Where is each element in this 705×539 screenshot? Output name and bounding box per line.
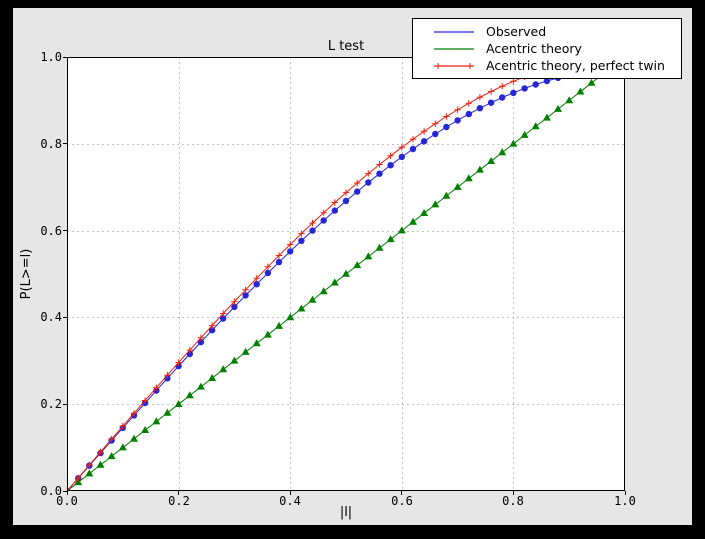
circle-marker xyxy=(264,269,272,277)
chart-title: L test xyxy=(327,39,365,54)
legend-entry-acentric-theory-perfect-twin: Acentric theory, perfect twin xyxy=(413,57,681,74)
circle-marker xyxy=(543,77,551,85)
x-tick-label: 0.0 xyxy=(56,494,78,508)
circle-marker xyxy=(320,217,327,224)
y-tick-label: 0.8 xyxy=(40,137,62,151)
legend-box: Observed Acentric theory Acentric theory, … xyxy=(412,18,682,79)
circle-marker xyxy=(532,81,539,88)
y-tick-mark xyxy=(63,317,67,318)
circle-marker xyxy=(487,99,495,106)
y-tick-label: 0.0 xyxy=(40,484,62,498)
legend-label: Acentric theory xyxy=(486,41,582,56)
legend-line-sample xyxy=(434,30,474,33)
y-tick-label: 1.0 xyxy=(40,50,62,64)
circle-marker xyxy=(208,327,216,334)
legend-entry-acentric-theory: Acentric theory xyxy=(413,40,681,57)
x-tick-label: 0.4 xyxy=(279,494,301,508)
axes-frame xyxy=(67,57,625,491)
circle-marker xyxy=(231,303,238,311)
x-axis-label: |l| xyxy=(339,505,353,520)
circle-marker xyxy=(432,130,439,138)
circle-marker xyxy=(409,145,417,153)
circle-marker xyxy=(242,292,249,299)
x-tick-mark xyxy=(513,491,514,495)
circle-marker xyxy=(454,117,461,124)
x-tick-mark xyxy=(67,491,68,495)
circle-marker xyxy=(443,123,450,131)
legend-label: Acentric theory, perfect twin xyxy=(486,58,665,73)
y-tick-label: 0.6 xyxy=(40,224,62,238)
series-acentric-theory xyxy=(67,57,625,491)
circle-marker xyxy=(354,188,361,195)
y-tick-label: 0.2 xyxy=(40,397,62,411)
circle-marker xyxy=(521,85,528,92)
circle-marker xyxy=(253,281,260,288)
y-tick-mark xyxy=(63,57,67,58)
circle-marker xyxy=(376,170,383,177)
x-tick-mark xyxy=(290,491,291,495)
x-tick-label: 0.2 xyxy=(168,494,190,508)
circle-marker xyxy=(275,258,283,266)
y-tick-mark xyxy=(63,230,67,231)
circle-marker xyxy=(309,227,316,234)
figure-canvas: L test |l| P(L>=l) 0.0 0.2 0.4 0.6 0.8 1.0 0.0… xyxy=(13,8,692,525)
circle-marker xyxy=(220,315,227,322)
circle-marker xyxy=(510,89,517,96)
legend-label: Observed xyxy=(486,24,547,39)
circle-marker xyxy=(398,153,405,161)
triangle-marker-group xyxy=(67,57,625,491)
circle-marker xyxy=(387,162,394,169)
x-tick-label: 0.8 xyxy=(502,494,524,508)
y-tick-label: 0.4 xyxy=(40,310,62,324)
x-tick-label: 0.6 xyxy=(391,494,413,508)
circle-marker xyxy=(298,237,305,244)
circle-marker xyxy=(365,179,372,186)
circle-marker xyxy=(476,105,484,112)
x-tick-label: 1.0 xyxy=(614,494,636,508)
circle-marker xyxy=(465,110,472,118)
plus-marker xyxy=(467,62,473,69)
circle-marker xyxy=(287,248,294,255)
legend-entry-observed: Observed xyxy=(413,23,681,40)
circle-marker xyxy=(197,338,205,346)
circle-marker xyxy=(499,94,506,101)
y-tick-mark xyxy=(63,491,67,492)
x-tick-mark xyxy=(178,491,179,495)
y-tick-mark xyxy=(63,143,67,144)
x-tick-mark xyxy=(401,491,402,495)
legend-line-sample xyxy=(434,62,474,69)
x-tick-mark xyxy=(625,491,626,495)
y-tick-mark xyxy=(63,404,67,405)
circle-marker xyxy=(331,207,338,214)
plot-area xyxy=(67,57,625,491)
plus-marker xyxy=(435,62,441,69)
circle-marker xyxy=(342,197,350,205)
circle-marker xyxy=(420,138,428,145)
legend-line-sample xyxy=(434,47,474,50)
